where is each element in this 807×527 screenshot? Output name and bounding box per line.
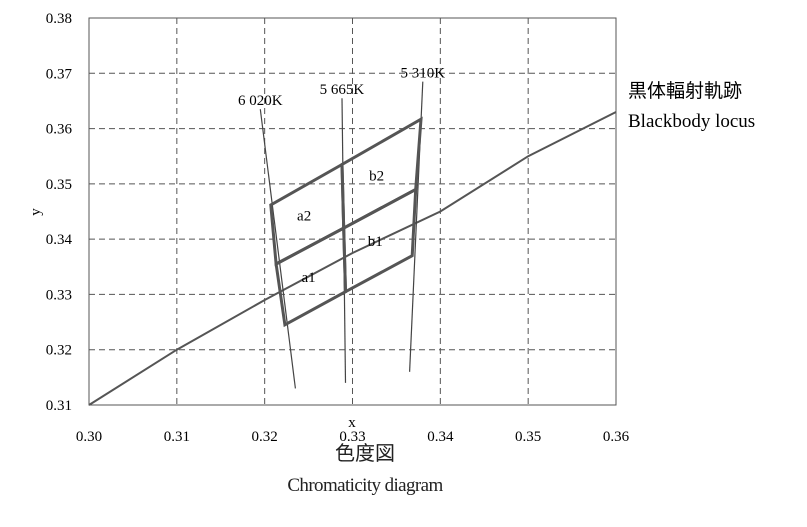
x-tick-label: 0.35	[515, 429, 541, 445]
x-tick-label: 0.33	[339, 429, 365, 445]
blackbody-locus-line	[88, 111, 617, 406]
y-tick-label: 0.38	[46, 11, 72, 27]
region-boxes: a1 a2 b1 b2	[269, 116, 423, 328]
region-box	[340, 116, 423, 231]
x-tick-label: 0.30	[76, 429, 102, 445]
y-axis-label: y	[28, 208, 44, 216]
region-label: a2	[297, 208, 311, 224]
region-label: b1	[368, 234, 383, 250]
isotherm-line	[259, 109, 296, 389]
y-tick-label: 0.32	[46, 343, 72, 359]
caption-en: Chromaticity diagram	[287, 475, 443, 496]
plot-frame	[88, 17, 617, 406]
x-tick-label: 0.34	[427, 429, 454, 445]
blackbody-locus	[88, 111, 617, 406]
y-tick-label: 0.31	[46, 398, 72, 414]
y-tick-label: 0.33	[46, 287, 72, 303]
annotations: x y 黒体輻射軌跡 Blackbody locus	[28, 80, 755, 431]
tick-labels: 0.30 0.31 0.32 0.33 0.34 0.35 0.360.310.320.33…	[46, 11, 630, 445]
isotherm-label: 5 665K	[320, 82, 365, 98]
x-tick-label: 0.31	[164, 429, 190, 445]
region-label: b2	[369, 168, 384, 184]
blackbody-label-jp: 黒体輻射軌跡	[628, 80, 742, 102]
x-axis-label: x	[348, 415, 356, 431]
caption-jp: 色度図	[335, 443, 395, 465]
y-tick-label: 0.36	[46, 122, 73, 138]
blackbody-label-en: Blackbody locus	[628, 111, 755, 132]
region-label: a1	[301, 270, 315, 286]
x-tick-label: 0.32	[252, 429, 278, 445]
y-tick-label: 0.34	[46, 232, 73, 248]
grid-lines	[89, 18, 616, 405]
y-tick-label: 0.37	[46, 66, 73, 82]
isotherm-label: 5 310K	[400, 66, 445, 82]
y-tick-label: 0.35	[46, 177, 72, 193]
isotherm-label: 6 020K	[238, 93, 283, 109]
x-tick-label: 0.36	[603, 429, 630, 445]
